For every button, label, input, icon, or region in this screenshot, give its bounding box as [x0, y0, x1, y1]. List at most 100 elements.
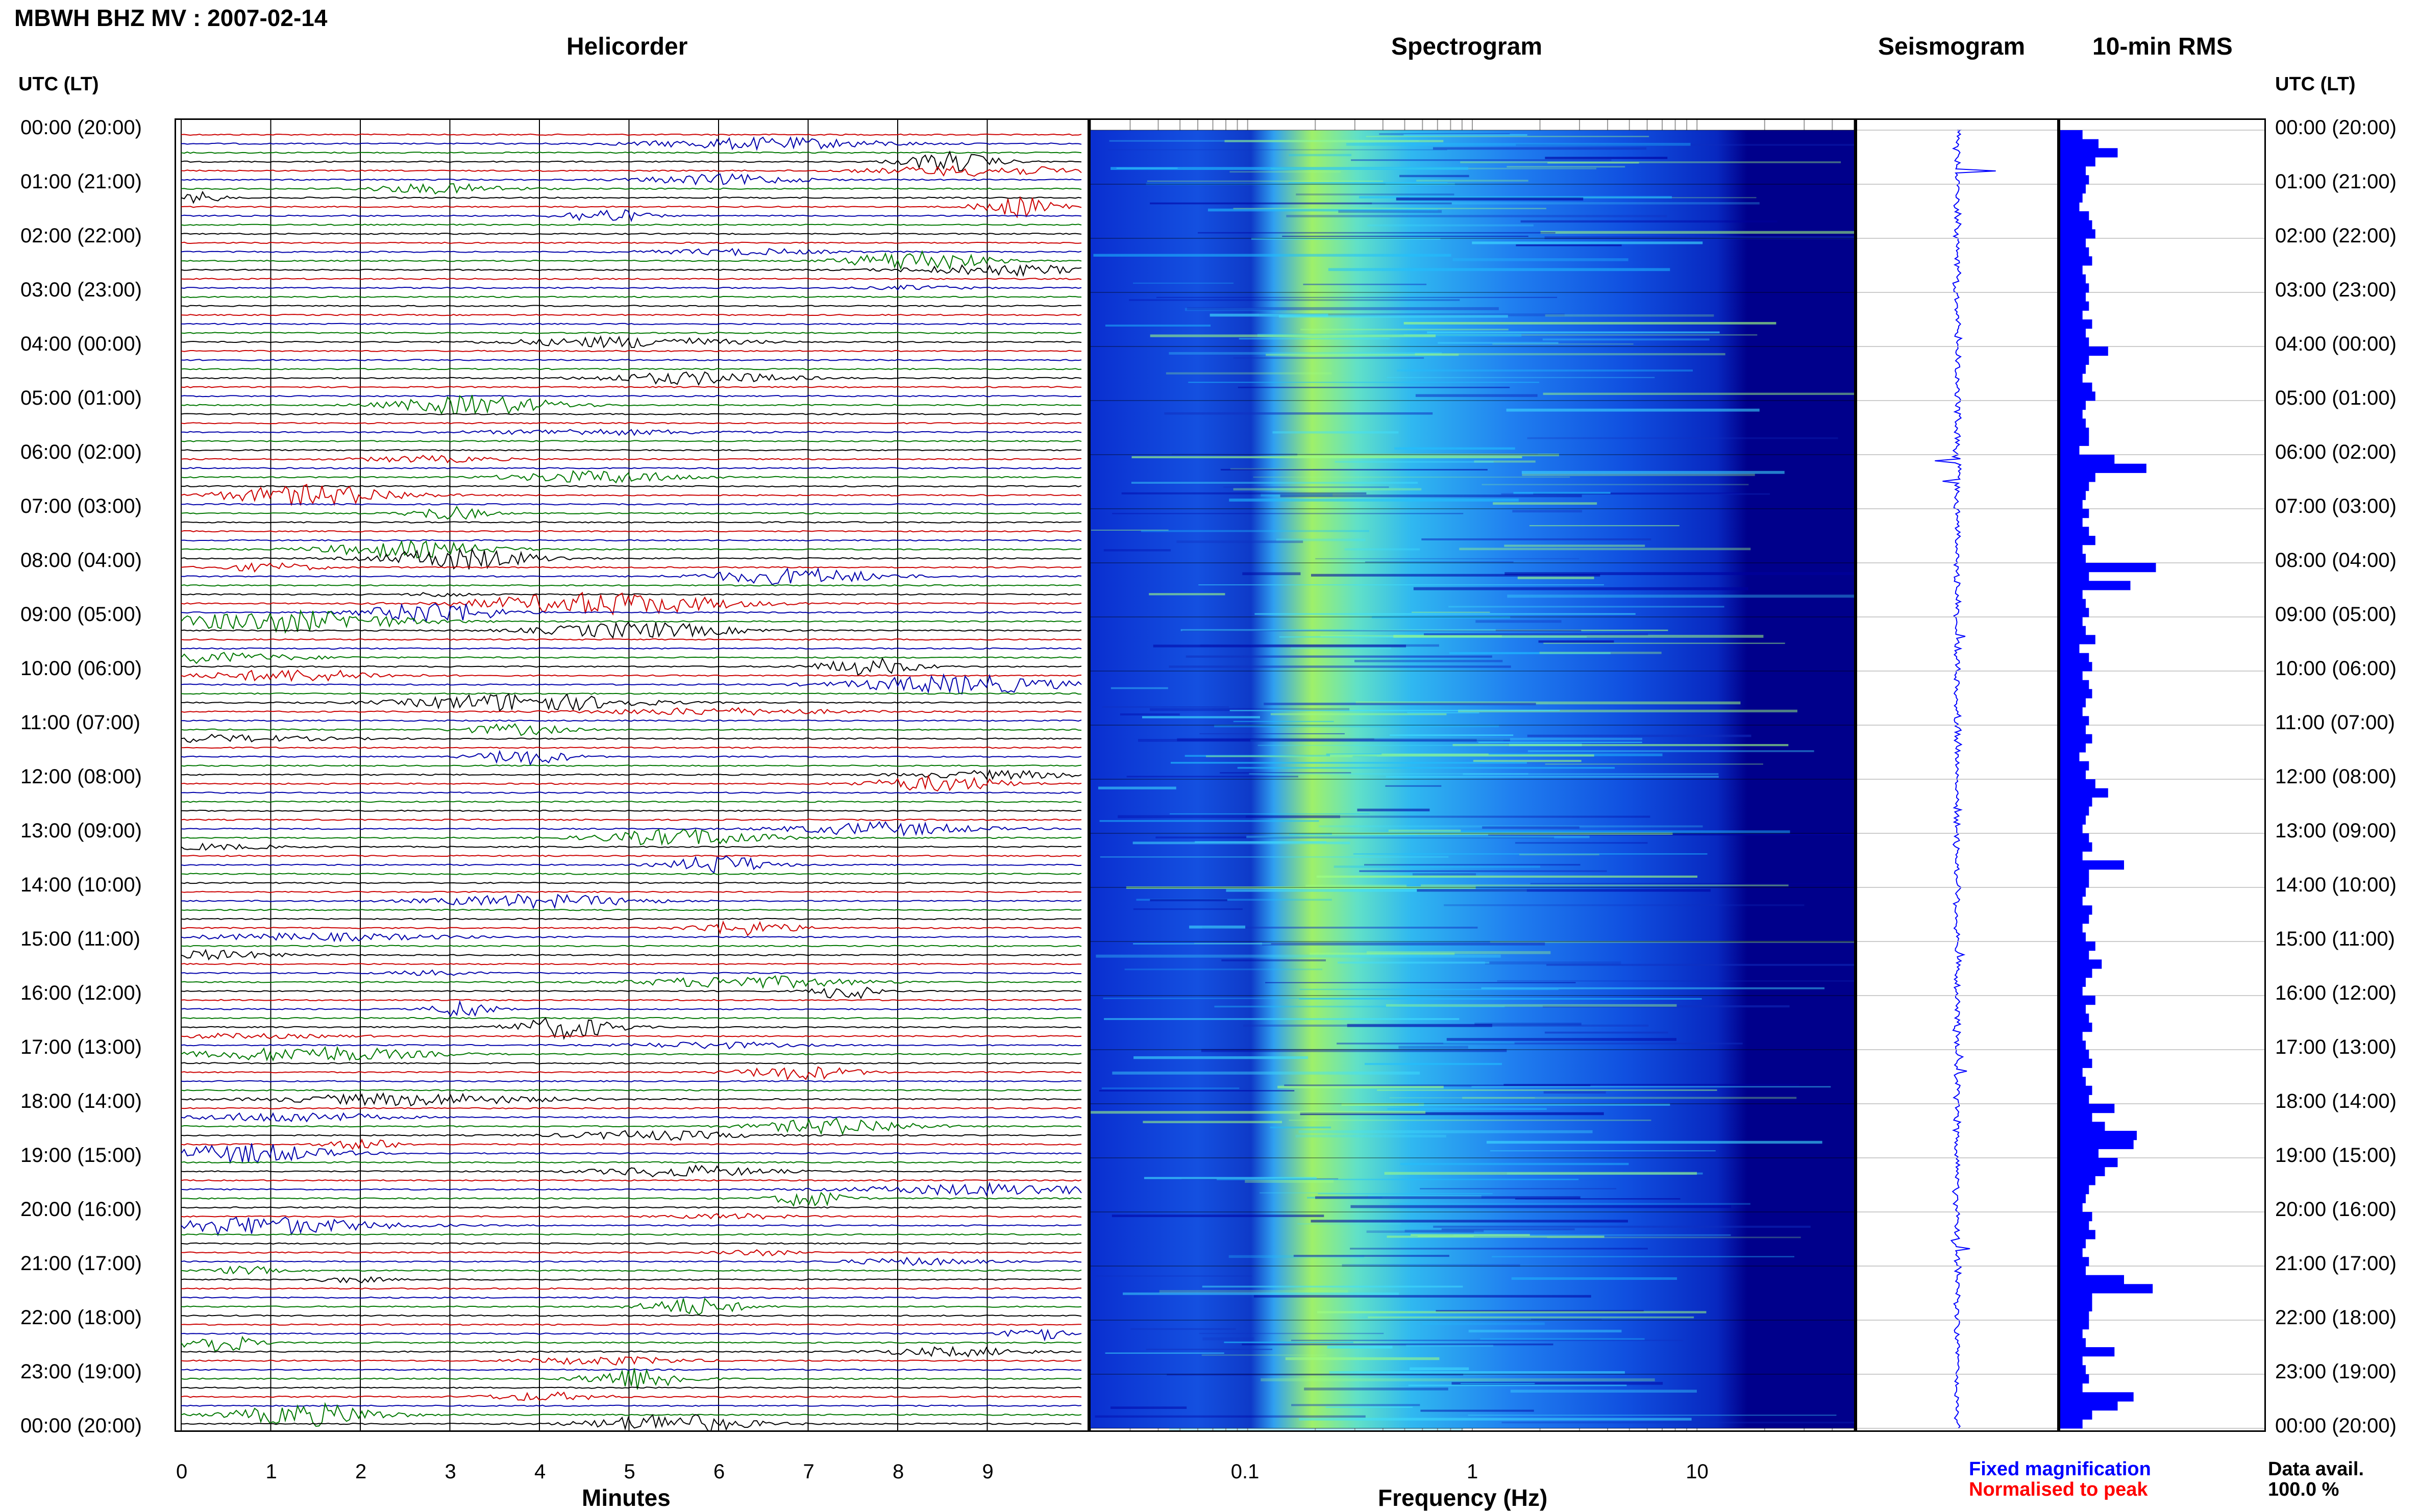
helicorder-trace: [181, 1266, 1082, 1275]
helicorder-tick-label: 3: [445, 1460, 456, 1483]
helicorder-trace: [181, 1242, 1082, 1245]
spectrogram-streak: [1427, 331, 1720, 334]
spectrogram-streak: [1123, 1292, 1399, 1295]
helicorder-trace: [181, 1164, 1082, 1178]
data-avail-label: Data avail.: [2268, 1458, 2364, 1480]
spectrogram-streak: [1304, 1387, 1448, 1391]
rms-bar: [2060, 319, 2092, 329]
spectrogram-streak: [1433, 147, 1647, 150]
rms-bar: [2060, 1302, 2092, 1311]
rms-bar: [2060, 1131, 2137, 1141]
spectrogram-streak: [1317, 1311, 1707, 1313]
time-label-left: 12:00 (08:00): [20, 765, 142, 788]
rms-bar: [2060, 1284, 2153, 1294]
rms-bar: [2060, 878, 2089, 888]
spectrogram-streak: [1164, 412, 1433, 415]
spectrogram-streak: [1199, 1332, 1384, 1334]
spectrogram-streak: [1506, 408, 1760, 412]
rms-bar: [2060, 653, 2089, 662]
helicorder-tick-label: 1: [265, 1460, 277, 1483]
rms-bar: [2060, 725, 2086, 735]
time-label-left: 16:00 (12:00): [20, 982, 142, 1004]
helicorder-trace: [181, 232, 1082, 235]
spectrogram-streak: [1545, 314, 1714, 317]
spectrogram-streak: [1206, 755, 1353, 757]
helicorder-trace: [181, 1041, 1082, 1050]
spectrogram-streak: [1226, 889, 1527, 892]
seismogram-title: Seismogram: [1878, 33, 2026, 60]
spectrogram-streak: [1396, 197, 1584, 201]
spectrogram-streak: [1246, 835, 1590, 838]
rms-bar: [2060, 1266, 2086, 1276]
helicorder-trace: [181, 764, 1082, 767]
helicorder-trace: [181, 183, 1082, 195]
spectrogram-streak: [1315, 558, 1579, 560]
spectrogram-streak: [1355, 701, 1741, 705]
rms-bar: [2060, 626, 2086, 635]
spectrogram-streak: [1474, 1023, 1582, 1026]
helicorder-trace: [181, 1404, 1082, 1407]
spectrogram-streak: [1481, 987, 1825, 989]
helicorder-trace: [181, 920, 1082, 936]
helicorder-trace: [181, 962, 1082, 965]
spectrogram-streak: [1257, 745, 1508, 746]
rms-bar: [2060, 788, 2108, 798]
rms-bar: [2060, 301, 2089, 311]
rms-bar: [2060, 1374, 2089, 1384]
helicorder-trace: [181, 485, 1082, 488]
spectrogram-streak: [1156, 296, 1558, 298]
helicorder-trace: [181, 429, 1082, 436]
time-label-right: 12:00 (08:00): [2275, 765, 2397, 788]
helicorder-trace: [181, 932, 1082, 943]
spectrogram-streak: [1091, 1111, 1426, 1114]
spectrogram-streak: [1540, 231, 1854, 234]
rms-bar: [2060, 463, 2146, 473]
utc-header-right: UTC (LT): [2275, 73, 2356, 95]
rms-bar: [2060, 166, 2086, 176]
spectrogram-streak: [1169, 352, 1442, 355]
spectrogram-streak: [1413, 587, 1748, 590]
spectrogram-streak: [1276, 538, 1366, 541]
spectrogram-streak: [1189, 925, 1246, 929]
rms-bar: [2060, 1383, 2083, 1393]
rms-bar: [2060, 283, 2089, 293]
spectrogram-streak: [1412, 611, 1490, 613]
spectrogram-streak: [1237, 766, 1615, 769]
rms-bar: [2060, 1239, 2086, 1249]
rms-bar: [2060, 671, 2083, 681]
helicorder-trace: [181, 723, 1082, 736]
helicorder-trace: [181, 1107, 1082, 1110]
spectrogram-streak: [1245, 815, 1650, 818]
rms-bar: [2060, 292, 2086, 302]
spectrogram-streak: [1228, 1255, 1365, 1258]
time-label-right: 13:00 (09:00): [2275, 820, 2397, 842]
helicorder-tick-label: 8: [893, 1460, 904, 1483]
time-label-left: 08:00 (04:00): [20, 549, 142, 572]
rms-bar: [2060, 1040, 2086, 1050]
rms-bar: [2060, 563, 2156, 573]
rms-bar: [2060, 1112, 2092, 1122]
helicorder-trace: [181, 707, 1082, 716]
spectrogram-streak: [1352, 629, 1668, 631]
spectrogram-streak: [1433, 1225, 1811, 1228]
spectrogram-streak: [1403, 321, 1776, 325]
time-label-right: 00:00 (20:00): [2275, 1415, 2397, 1437]
helicorder-trace: [181, 1276, 1082, 1283]
spectrogram-streak: [1289, 1120, 1651, 1121]
time-label-right: 06:00 (02:00): [2275, 441, 2397, 463]
helicorder-trace: [181, 1328, 1082, 1342]
helicorder-trace: [181, 562, 1082, 573]
helicorder-trace: [181, 413, 1082, 415]
spectrogram-streak: [1286, 215, 1667, 217]
spectrogram-streak: [1202, 926, 1478, 929]
spectrogram-streak: [1365, 1063, 1502, 1065]
spectrogram-streak: [1327, 1346, 1393, 1349]
helicorder-trace: [181, 335, 1082, 349]
spectrogram-streak: [1520, 220, 1778, 223]
spectrogram-streak: [1264, 703, 1536, 705]
helicorder-trace: [181, 295, 1081, 299]
helicorder-trace: [181, 1402, 1082, 1427]
rms-bar: [2060, 328, 2086, 338]
time-label-left: 23:00 (19:00): [20, 1360, 142, 1383]
spectrogram-streak: [1367, 224, 1534, 227]
